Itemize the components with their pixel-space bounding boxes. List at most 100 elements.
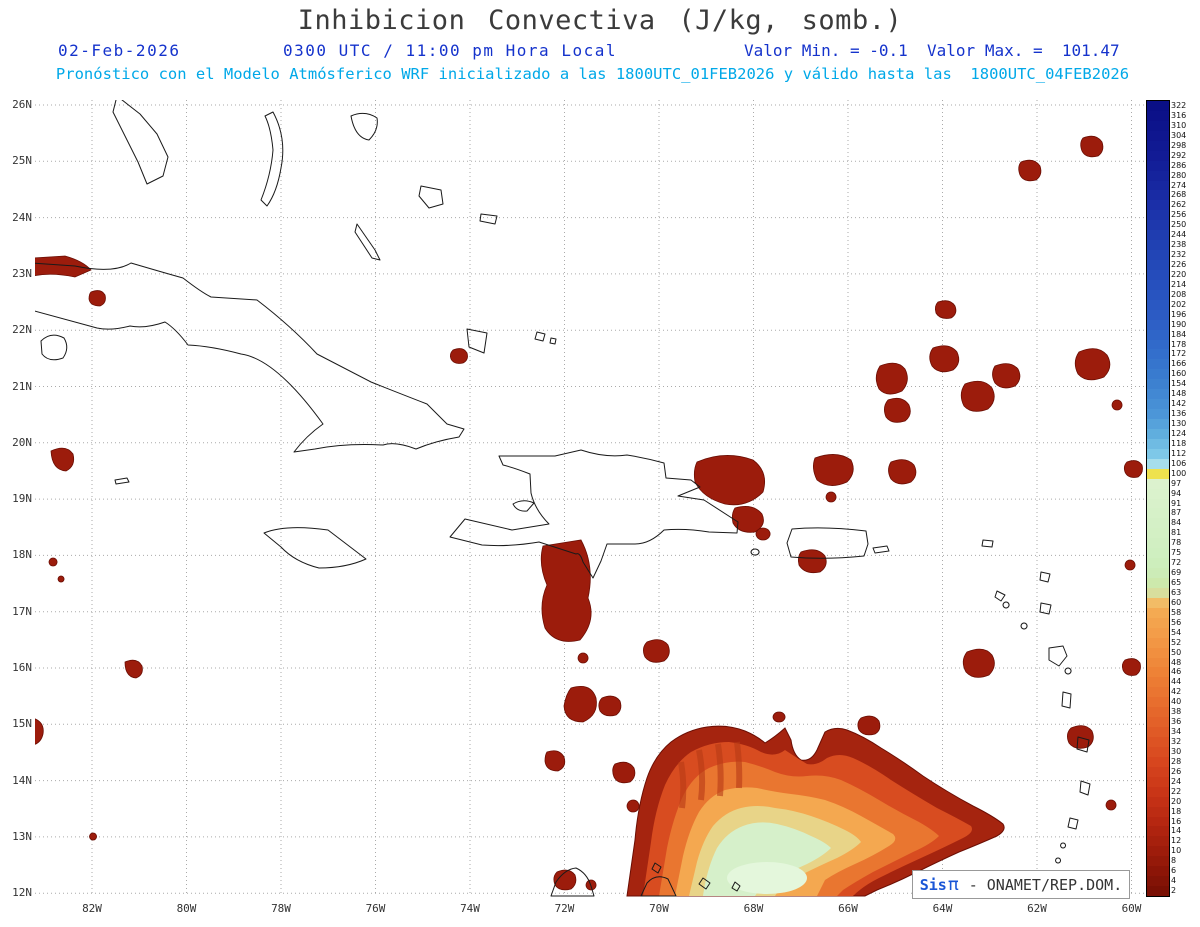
colorbar-cell — [1147, 578, 1169, 589]
colorbar-tick-label: 310 — [1171, 120, 1187, 130]
colorbar-cell — [1147, 140, 1169, 152]
min-max-values: Valor Min. = -0.1 Valor Max. = 101.47 — [744, 41, 1120, 60]
st-vincent-coastline — [1067, 817, 1079, 830]
bahamas-cat-island-coastline — [350, 112, 378, 141]
colorbar-tick-label: 124 — [1171, 428, 1187, 438]
colorbar-cell — [1147, 399, 1169, 410]
colorbar-tick-label: 190 — [1171, 319, 1187, 329]
lat-tick-label: 21N — [12, 379, 32, 393]
colorbar-tick-label: 75 — [1171, 548, 1182, 558]
colorbar-cell — [1147, 349, 1169, 360]
lat-tick-label: 14N — [12, 773, 32, 787]
colorbar-cell — [1147, 846, 1169, 857]
colorbar-tick-label: 2 — [1171, 886, 1177, 896]
colorbar-cell — [1147, 250, 1169, 261]
colorbar-cell — [1147, 448, 1169, 460]
page-title: Inhibicion Convectiva (J/kg, somb.) — [297, 5, 903, 36]
colorbar-cell — [1147, 816, 1169, 828]
colorbar-tick-label: 226 — [1171, 260, 1187, 269]
colorbar-cell — [1147, 528, 1169, 539]
montserrat-coastline — [1020, 622, 1028, 630]
colorbar-tick-label: 112 — [1171, 448, 1187, 458]
colorbar-tick-label: 100 — [1171, 468, 1187, 478]
mona-coastline — [750, 548, 760, 556]
colorbar-cell — [1147, 319, 1169, 331]
colorbar-cell — [1147, 607, 1169, 619]
vieques-coastline — [872, 545, 890, 554]
colorbar-tick-label: 256 — [1171, 210, 1187, 220]
turks-caicos-coastline — [534, 331, 546, 342]
colorbar-tick-label: 91 — [1171, 498, 1182, 508]
colorbar-tick-label: 184 — [1171, 329, 1187, 339]
puerto-rico-coastline — [786, 527, 869, 559]
colorbar-cell — [1147, 796, 1169, 808]
colorbar-tick-label: 160 — [1171, 369, 1187, 379]
branding-sis: Sis — [919, 875, 947, 894]
st-lucia-coastline — [1079, 780, 1091, 796]
colorbar-tick-label: 4 — [1171, 876, 1177, 886]
colorbar-tick-label: 24 — [1171, 776, 1182, 786]
colorbar-tick-label: 87 — [1171, 508, 1182, 518]
colorbar-cell — [1147, 826, 1169, 837]
colorbar-cell — [1147, 379, 1169, 390]
colorbar-tick-label: 118 — [1171, 438, 1187, 448]
colorbar-tick-label: 8 — [1171, 856, 1177, 866]
colorbar-tick-label: 52 — [1171, 637, 1182, 647]
colorbar-cell — [1147, 776, 1169, 788]
colorbar-tick-label: 142 — [1171, 399, 1187, 409]
colorbar-cell — [1147, 876, 1169, 887]
colorbar-cell — [1147, 180, 1169, 192]
lat-tick-label: 19N — [12, 492, 32, 506]
lon-tick-label: 64W — [932, 902, 953, 915]
lat-tick-label: 13N — [12, 829, 32, 843]
colorbar-tick-label: 38 — [1171, 707, 1182, 717]
colorbar-tick-label: 12 — [1171, 836, 1182, 846]
great-inagua-coastline — [466, 328, 488, 354]
nevis-coastline — [1002, 601, 1010, 609]
model-init-line: Pronóstico con el Modelo Atmósferico WRF… — [55, 65, 1130, 83]
colorbar-cell — [1147, 409, 1169, 420]
lat-tick-label: 23N — [12, 266, 32, 280]
colorbar-cell — [1147, 836, 1169, 847]
bahamas-long-island-coastline — [354, 223, 381, 261]
colorbar-tick-label: 208 — [1171, 289, 1187, 299]
colorbar-tick-label: 148 — [1171, 389, 1187, 399]
colorbar-cell — [1147, 856, 1169, 867]
colorbar-tick-label: 20 — [1171, 796, 1182, 806]
colorbar-tick-label: 214 — [1171, 279, 1187, 289]
colorbar-cell — [1147, 200, 1169, 211]
colorbar-tick-label: 65 — [1171, 578, 1182, 587]
colorbar-cell — [1147, 727, 1169, 738]
colorbar-cell — [1147, 160, 1169, 172]
lat-tick-label: 17N — [12, 604, 32, 618]
cayman-coastline — [114, 477, 130, 485]
colorbar-cell — [1147, 548, 1169, 559]
lat-tick-label: 26N — [12, 98, 32, 111]
colorbar-cell — [1147, 597, 1169, 609]
coastlines — [35, 100, 1091, 897]
colorbar-cell — [1147, 309, 1169, 321]
colorbar-tick-label: 97 — [1171, 478, 1182, 488]
colorbar-cell — [1147, 538, 1169, 549]
colorbar-tick-label: 30 — [1171, 746, 1182, 756]
colorbar-cell — [1147, 230, 1169, 241]
colorbar-tick-label: 220 — [1171, 269, 1187, 279]
colorbar-cell — [1147, 210, 1169, 221]
colorbar-tick-label: 42 — [1171, 687, 1182, 697]
graticule — [35, 100, 1145, 895]
dominica-coastline — [1061, 691, 1072, 709]
colorbar-tick-label: 232 — [1171, 250, 1187, 260]
colorbar-cell — [1147, 717, 1169, 728]
st-kitts-coastline — [994, 590, 1006, 602]
colorbar-tick-label: 322 — [1171, 101, 1187, 110]
lat-tick-label: 15N — [12, 717, 32, 731]
colorbar-cell — [1147, 558, 1169, 569]
colorbar-tick-label: 63 — [1171, 587, 1182, 597]
lat-tick-label: 25N — [12, 154, 32, 168]
colorbar-tick-label: 54 — [1171, 627, 1182, 637]
colorbar-cell — [1147, 269, 1169, 281]
grenadines-south-coastline — [1055, 857, 1062, 864]
colorbar-cell — [1147, 339, 1169, 351]
colorbar-tick-label: 286 — [1171, 160, 1187, 170]
colorbar-cell — [1147, 766, 1169, 778]
